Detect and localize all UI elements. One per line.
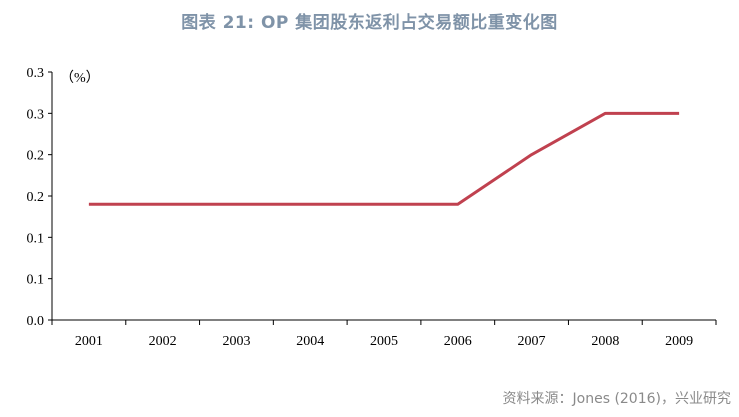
x-tick-label: 2001 (75, 334, 103, 349)
x-tick-label: 2005 (370, 334, 398, 349)
y-tick-label: 0.1 (27, 231, 45, 246)
series-layer (88, 111, 680, 206)
x-tick-label: 2007 (518, 334, 546, 349)
y-tick-label: 0.2 (27, 190, 45, 205)
chart-title: 图表 21: OP 集团股东返利占交易额比重变化图 (181, 13, 558, 33)
y-tick-label: 0.0 (27, 314, 45, 329)
x-tick-label: 2009 (665, 334, 693, 349)
y-axis-ticks: 0.0 0.1 0.1 0.2 0.2 0.3 0.3 (27, 66, 52, 329)
x-tick-label: 2004 (296, 334, 324, 349)
source-note: 资料来源：Jones (2016)，兴业研究 (502, 391, 731, 407)
series-line (88, 111, 680, 206)
x-tick-label: 2002 (149, 334, 177, 349)
x-axis-ticks: 2001 2002 2003 2004 2005 2006 2007 2008 2009 (51, 320, 717, 349)
x-tick-label: 2006 (444, 334, 472, 349)
y-tick-label: 0.3 (27, 66, 45, 81)
y-unit-label: （%） (60, 70, 100, 86)
y-tick-label: 0.2 (27, 149, 45, 164)
y-tick-label: 0.1 (27, 273, 45, 288)
x-tick-label: 2008 (591, 334, 619, 349)
x-tick-label: 2003 (222, 334, 250, 349)
y-tick-label: 0.3 (27, 107, 45, 122)
axes (51, 72, 716, 321)
